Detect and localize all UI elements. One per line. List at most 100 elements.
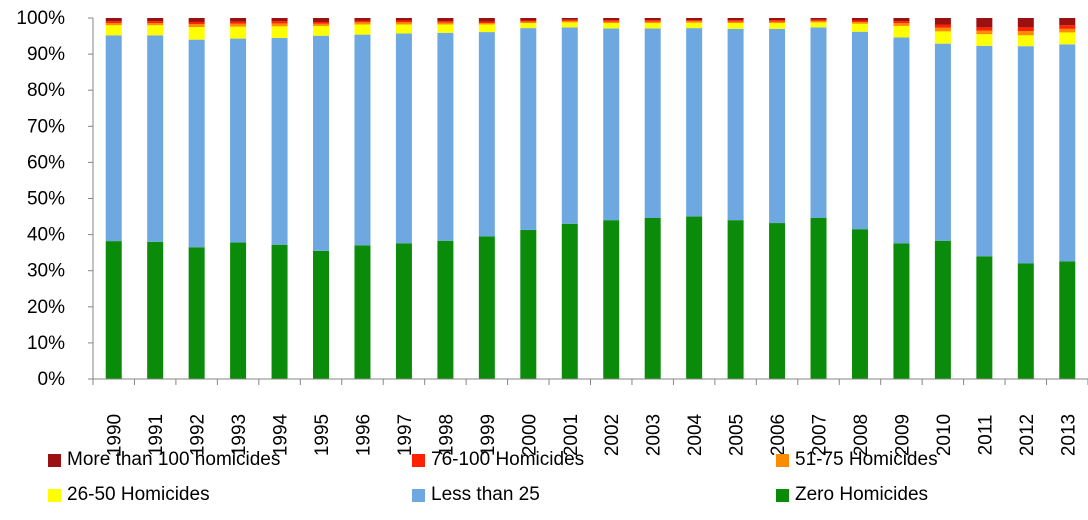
bar-segment-1996-76-100-homicides bbox=[354, 20, 371, 23]
y-tick-label: 80% bbox=[27, 80, 65, 101]
bar-segment-2012-zero-homicides bbox=[1017, 263, 1034, 379]
bar-segment-1990-more-than-100-homicides bbox=[105, 18, 122, 22]
bar-segment-1999-less-than-25 bbox=[478, 32, 495, 237]
x-tick-label: 2001 bbox=[561, 414, 582, 456]
bar-segment-1993-26-50-homicides bbox=[230, 26, 247, 39]
bar-segment-1997-less-than-25 bbox=[395, 33, 412, 244]
x-tick-label: 1995 bbox=[312, 414, 333, 456]
bar-segment-2001-zero-homicides bbox=[561, 223, 578, 379]
x-tick-label: 2013 bbox=[1058, 414, 1079, 456]
x-tick-label: 2012 bbox=[1017, 414, 1038, 456]
bar-segment-2002-76-100-homicides bbox=[603, 20, 620, 22]
bar-segment-2005-51-75-homicides bbox=[727, 21, 744, 24]
bar-segment-1995-76-100-homicides bbox=[313, 21, 330, 24]
bar-segment-1994-less-than-25 bbox=[271, 37, 288, 245]
x-tick-label: 1993 bbox=[229, 414, 250, 456]
y-tick-label: 30% bbox=[27, 261, 65, 282]
bar-segment-2003-zero-homicides bbox=[644, 217, 661, 379]
bar-segment-2012-26-50-homicides bbox=[1017, 35, 1034, 47]
bar-segment-2011-26-50-homicides bbox=[976, 34, 993, 46]
bar-segment-2001-less-than-25 bbox=[561, 27, 578, 224]
bar-segment-2006-zero-homicides bbox=[769, 223, 786, 379]
bar-segment-1992-less-than-25 bbox=[188, 39, 205, 248]
bar-segment-2013-more-than-100-homicides bbox=[1059, 18, 1076, 26]
bar-segment-2008-26-50-homicides bbox=[851, 23, 868, 32]
bar-segment-1994-26-50-homicides bbox=[271, 26, 288, 38]
bar-segment-2010-less-than-25 bbox=[934, 43, 951, 241]
bar-segment-2005-zero-homicides bbox=[727, 220, 744, 379]
bar-segment-1996-26-50-homicides bbox=[354, 24, 371, 35]
bar-segment-2009-more-than-100-homicides bbox=[893, 18, 910, 22]
bar-segment-2008-more-than-100-homicides bbox=[851, 18, 868, 21]
bar-segment-2005-26-50-homicides bbox=[727, 23, 744, 29]
bar-segment-2009-51-75-homicides bbox=[893, 23, 910, 26]
bar-segment-1995-51-75-homicides bbox=[313, 23, 330, 26]
bar-segment-2008-zero-homicides bbox=[851, 229, 868, 379]
bar-segment-1996-zero-homicides bbox=[354, 245, 371, 379]
bar-segment-2005-less-than-25 bbox=[727, 28, 744, 221]
bar-segment-2007-less-than-25 bbox=[810, 27, 827, 218]
bar-segment-2013-zero-homicides bbox=[1059, 261, 1076, 379]
bar-segment-2003-76-100-homicides bbox=[644, 20, 661, 22]
bar-segment-1999-zero-homicides bbox=[478, 236, 495, 379]
bar-segment-1996-less-than-25 bbox=[354, 34, 371, 246]
bar-segment-1991-26-50-homicides bbox=[147, 25, 164, 36]
y-tick-label: 20% bbox=[27, 297, 65, 318]
bar-segment-2007-more-than-100-homicides bbox=[810, 18, 827, 20]
bar-segment-2003-26-50-homicides bbox=[644, 23, 661, 29]
bar-segment-1997-76-100-homicides bbox=[395, 20, 412, 23]
bar-segment-2002-zero-homicides bbox=[603, 220, 620, 379]
x-tick-label: 2004 bbox=[685, 413, 706, 456]
bar-segment-2012-51-75-homicides bbox=[1017, 31, 1034, 36]
x-tick-label: 2011 bbox=[975, 415, 996, 456]
bar-segment-2000-26-50-homicides bbox=[520, 23, 537, 29]
bar-segment-1994-more-than-100-homicides bbox=[271, 18, 288, 22]
bar-segment-2006-51-75-homicides bbox=[769, 21, 786, 24]
bar-segment-2005-more-than-100-homicides bbox=[727, 18, 744, 21]
y-tick-label: 50% bbox=[27, 189, 65, 210]
bar-segment-2000-less-than-25 bbox=[520, 28, 537, 230]
x-tick-label: 1992 bbox=[188, 414, 209, 456]
bar-segment-1993-zero-homicides bbox=[230, 242, 247, 379]
bar-segment-2010-zero-homicides bbox=[934, 240, 951, 379]
bar-segment-1996-51-75-homicides bbox=[354, 22, 371, 25]
bar-segment-2004-less-than-25 bbox=[686, 28, 703, 217]
bar-segment-1992-more-than-100-homicides bbox=[188, 18, 205, 22]
bar-segment-2001-26-50-homicides bbox=[561, 22, 578, 28]
bar-segment-2011-51-75-homicides bbox=[976, 30, 993, 35]
bar-segment-1991-more-than-100-homicides bbox=[147, 18, 164, 22]
bar-segment-1993-76-100-homicides bbox=[230, 21, 247, 24]
bar-segment-1990-less-than-25 bbox=[105, 35, 122, 242]
bar-segment-2009-less-than-25 bbox=[893, 37, 910, 244]
y-tick-label: 10% bbox=[27, 333, 65, 354]
bar-segment-2013-51-75-homicides bbox=[1059, 28, 1076, 33]
y-tick-label: 40% bbox=[27, 225, 65, 246]
bar-segment-2008-51-75-homicides bbox=[851, 21, 868, 24]
x-tick-label: 1994 bbox=[271, 413, 292, 456]
bar-segment-2010-more-than-100-homicides bbox=[934, 18, 951, 25]
bar-segment-2008-76-100-homicides bbox=[851, 20, 868, 22]
y-tick-label: 70% bbox=[27, 116, 65, 137]
bar-segment-1995-26-50-homicides bbox=[313, 25, 330, 36]
bar-segment-2000-zero-homicides bbox=[520, 229, 537, 379]
bar-segment-1999-51-75-homicides bbox=[478, 23, 495, 25]
bar-segment-1997-zero-homicides bbox=[395, 243, 412, 379]
y-tick-label: 0% bbox=[38, 369, 66, 390]
bar-segment-2009-zero-homicides bbox=[893, 243, 910, 379]
x-tick-label: 2007 bbox=[810, 414, 831, 456]
bar-segment-1991-51-75-homicides bbox=[147, 23, 164, 26]
bar-segment-1993-51-75-homicides bbox=[230, 23, 247, 27]
bar-segment-1990-76-100-homicides bbox=[105, 21, 122, 24]
bar-segment-1995-zero-homicides bbox=[313, 250, 330, 379]
bar-segment-2011-zero-homicides bbox=[976, 256, 993, 379]
bar-segment-2007-26-50-homicides bbox=[810, 22, 827, 28]
x-tick-label: 1997 bbox=[395, 414, 416, 456]
y-tick-label: 100% bbox=[16, 8, 65, 29]
bar-segment-1994-51-75-homicides bbox=[271, 23, 288, 27]
bar-segment-2009-26-50-homicides bbox=[893, 25, 910, 38]
bar-segment-2007-51-75-homicides bbox=[810, 20, 827, 23]
bar-segment-2006-less-than-25 bbox=[769, 28, 786, 224]
bar-segment-1998-more-than-100-homicides bbox=[437, 18, 454, 22]
bar-segment-1994-76-100-homicides bbox=[271, 21, 288, 24]
bar-segment-2012-less-than-25 bbox=[1017, 46, 1034, 264]
